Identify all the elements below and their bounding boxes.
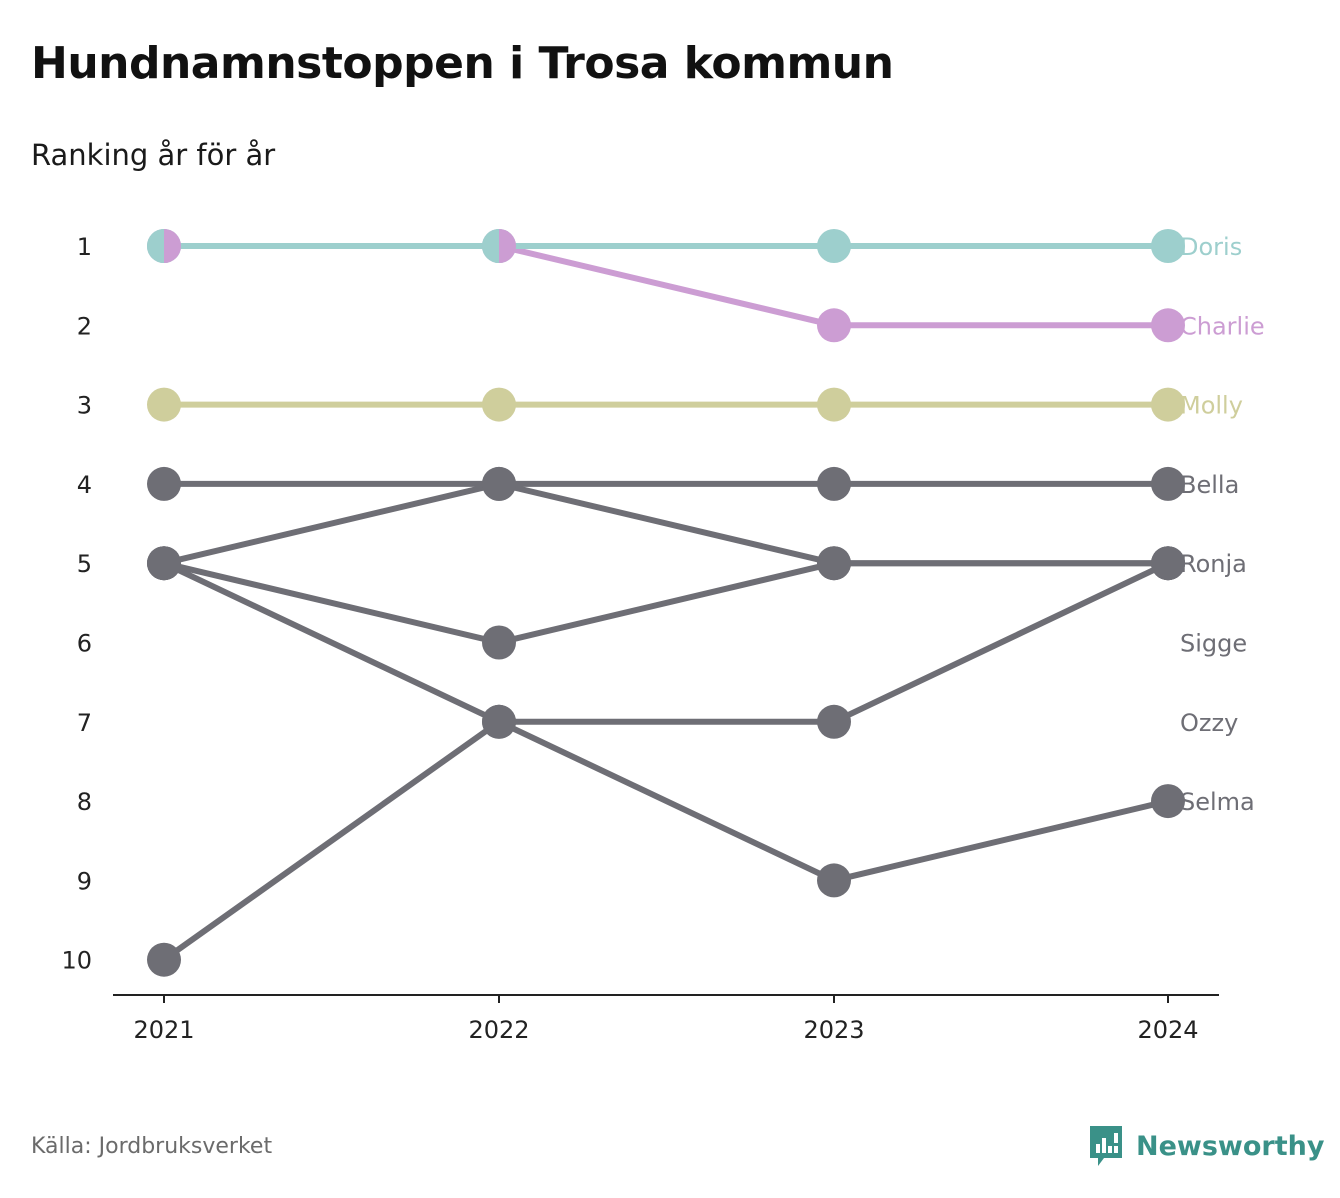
point-selma-2021 bbox=[147, 546, 181, 581]
series-line-ozzy bbox=[161, 560, 1171, 646]
y-tick-label-8: 8 bbox=[77, 788, 92, 816]
brand-logo[interactable]: Newsworthy bbox=[1088, 1124, 1324, 1168]
series-label-selma: Selma bbox=[1180, 788, 1255, 816]
point-selma-2023 bbox=[817, 863, 851, 898]
x-tick-label-2021: 2021 bbox=[133, 1016, 194, 1044]
series-label-bella: Bella bbox=[1180, 471, 1239, 499]
y-tick-label-2: 2 bbox=[77, 312, 92, 340]
y-tick-label-3: 3 bbox=[77, 392, 92, 420]
point-selma-2022 bbox=[482, 704, 516, 739]
series-line-charlie bbox=[161, 243, 1171, 329]
brand-name: Newsworthy bbox=[1136, 1130, 1325, 1162]
chart-title: Hundnamnstoppen i Trosa kommun bbox=[31, 38, 894, 89]
point-doris-2024 bbox=[1151, 229, 1185, 263]
series-line-selma bbox=[161, 560, 1171, 884]
series-line-sigge bbox=[161, 480, 1171, 567]
point-ozzy-2023 bbox=[817, 546, 851, 581]
y-tick-label-7: 7 bbox=[77, 709, 92, 737]
point-ozzy-2024 bbox=[1151, 546, 1185, 581]
y-tick-label-1: 1 bbox=[77, 233, 92, 261]
split-marker-right-2022 bbox=[499, 229, 516, 263]
point-molly-2024 bbox=[1151, 387, 1185, 422]
split-marker-left-2021 bbox=[147, 229, 164, 263]
split-marker-left-2022 bbox=[482, 229, 499, 263]
point-molly-2023 bbox=[817, 387, 851, 422]
point-charlie-2023 bbox=[817, 308, 851, 343]
lines-layer bbox=[161, 243, 1171, 963]
labels-layer: Doris Charlie Molly Bella Ronja Sigge Ozzy Selm… bbox=[1180, 233, 1265, 816]
chart-subtitle: Ranking år för år bbox=[31, 138, 276, 172]
point-bella-2021 bbox=[147, 466, 181, 501]
series-label-doris: Doris bbox=[1180, 233, 1242, 261]
split-marker-right-2021 bbox=[164, 229, 181, 263]
y-tick-label-10: 10 bbox=[61, 947, 92, 975]
point-selma-2024 bbox=[1151, 784, 1185, 819]
series-label-ronja: Ronja bbox=[1180, 550, 1247, 578]
source-note: Källa: Jordbruksverket bbox=[31, 1134, 273, 1159]
y-tick-label-4: 4 bbox=[77, 471, 92, 499]
x-tick-label-2024: 2024 bbox=[1137, 1016, 1198, 1044]
point-ozzy-2022 bbox=[482, 625, 516, 660]
axis-layer: 1 2 3 4 5 6 7 8 9 10 2021 2022 2023 2024 bbox=[61, 233, 1219, 1044]
point-molly-2022 bbox=[482, 387, 516, 422]
y-tick-label-9: 9 bbox=[77, 867, 92, 895]
point-ronja-2023 bbox=[817, 704, 851, 739]
point-bella-2024 bbox=[1151, 466, 1185, 501]
series-line-ronja bbox=[161, 560, 1171, 963]
series-label-ozzy: Ozzy bbox=[1180, 709, 1238, 737]
point-bella-2023 bbox=[817, 466, 851, 501]
point-doris-2023 bbox=[817, 229, 851, 263]
point-sigge-2022 bbox=[482, 466, 516, 501]
y-tick-label-6: 6 bbox=[77, 630, 92, 658]
point-charlie-2024 bbox=[1151, 308, 1185, 343]
point-molly-2021 bbox=[147, 387, 181, 422]
series-label-molly: Molly bbox=[1180, 392, 1243, 420]
point-ronja-2021 bbox=[147, 942, 181, 977]
points-layer bbox=[147, 229, 1185, 977]
x-tick-label-2022: 2022 bbox=[468, 1016, 529, 1044]
newsworthy-bar-chart-icon bbox=[1090, 1126, 1122, 1166]
bump-chart: 1 2 3 4 5 6 7 8 9 10 2021 2022 2023 2024 Doris Charlie… bbox=[61, 229, 1265, 1044]
series-label-sigge: Sigge bbox=[1180, 630, 1247, 658]
y-tick-label-5: 5 bbox=[77, 550, 92, 578]
x-tick-label-2023: 2023 bbox=[803, 1016, 864, 1044]
series-label-charlie: Charlie bbox=[1180, 312, 1265, 340]
